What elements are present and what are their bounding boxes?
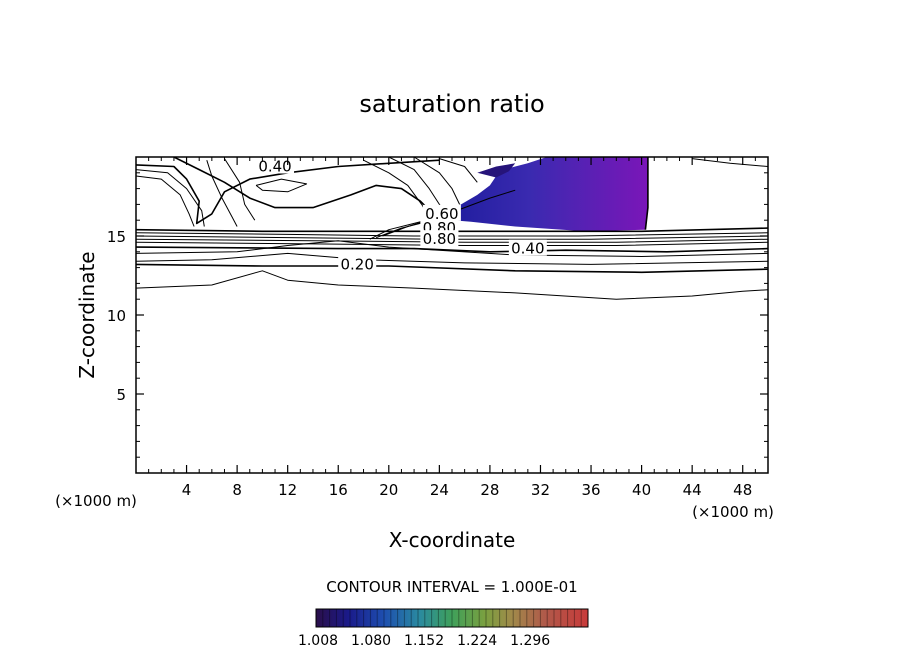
contour-label: 0.80 [423,230,456,248]
y-axis-label: Z-coordinate [75,251,99,378]
y-tick-label: 15 [107,228,126,246]
x-tick-label: 12 [278,481,297,499]
y-tick-label: 10 [107,307,126,325]
colorbar-tick-label: 1.296 [510,633,550,649]
x-tick-label: 20 [379,481,398,499]
contour-label: 0.40 [258,157,291,175]
contour-label-bg [256,157,295,174]
contour-line [136,159,440,225]
contour-label: 0.60 [425,205,458,223]
contour-label: 0.20 [340,255,373,273]
contour-line [136,241,768,246]
x-unit-left: (×1000 m) [55,492,137,510]
x-tick-label: 48 [733,481,752,499]
x-tick-label: 32 [531,481,550,499]
colorbar-tick-label: 1.008 [298,633,338,649]
x-unit-right: (×1000 m) [692,503,774,521]
colorbar-tick-label: 1.152 [404,633,444,649]
contour-line [136,169,205,227]
plot-area: 0.400.600.800.800.400.20 [136,157,768,300]
contour-line [136,238,768,243]
contour-interval-text: CONTOUR INTERVAL = 1.000E-01 [326,578,577,596]
x-tick-label: 8 [232,481,242,499]
contour-line [136,263,768,274]
x-tick-label: 36 [581,481,600,499]
contour-line [644,157,649,230]
x-tick-label: 24 [430,481,449,499]
colorbar-ticks [315,609,589,627]
colorbar-labels: 1.008 1.080 1.152 1.224 1.296 [298,633,550,649]
contour-line [136,175,195,227]
contour-label-bg [420,230,459,247]
contour-line [136,232,768,237]
colorbar-tick-label: 1.224 [457,633,497,649]
contour-label-bg [338,255,377,272]
x-axis-label: X-coordinate [389,528,516,552]
x-tick-label: 40 [632,481,651,499]
contour-label-bg [508,239,547,256]
contour-line [255,178,308,193]
colorbar-tick-label: 1.080 [351,633,391,649]
y-tick-label: 5 [116,386,126,404]
chart-title: saturation ratio [359,90,544,118]
contour-line [136,270,768,300]
contour-line [136,246,768,253]
x-tick-label: 4 [182,481,192,499]
contour-line [206,160,238,227]
contour-line [413,157,461,205]
x-tick-label: 44 [683,481,702,499]
contour-line [136,252,768,265]
contour-label-bg [422,204,461,221]
shaded-patch [477,163,516,178]
colorbar [315,608,589,628]
contour-line [136,240,768,257]
contour-line [439,158,478,183]
x-tick-label: 16 [329,481,348,499]
contour-label: 0.40 [511,240,544,258]
x-tick-label: 28 [480,481,499,499]
supersaturation-region [433,157,648,232]
contour-line [173,157,434,215]
